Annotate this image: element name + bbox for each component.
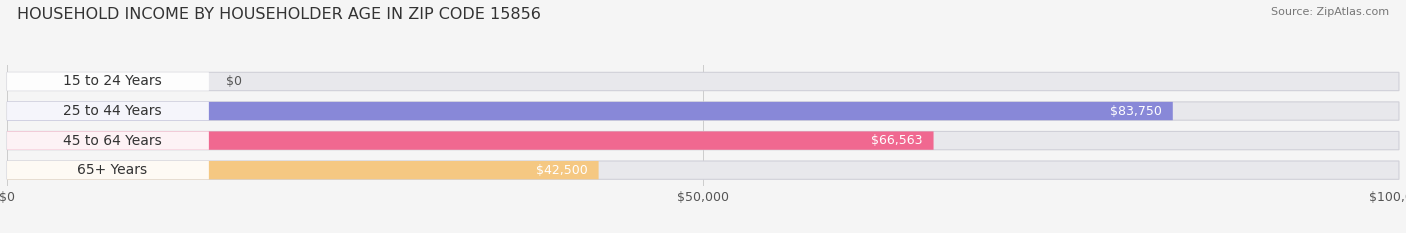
Text: Source: ZipAtlas.com: Source: ZipAtlas.com	[1271, 7, 1389, 17]
FancyBboxPatch shape	[7, 161, 1399, 179]
Text: HOUSEHOLD INCOME BY HOUSEHOLDER AGE IN ZIP CODE 15856: HOUSEHOLD INCOME BY HOUSEHOLDER AGE IN Z…	[17, 7, 541, 22]
FancyBboxPatch shape	[7, 72, 209, 91]
FancyBboxPatch shape	[7, 161, 209, 179]
Text: $0: $0	[225, 75, 242, 88]
FancyBboxPatch shape	[7, 72, 1399, 91]
FancyBboxPatch shape	[7, 102, 1399, 120]
Text: 65+ Years: 65+ Years	[77, 163, 148, 177]
Text: $83,750: $83,750	[1109, 105, 1161, 117]
FancyBboxPatch shape	[7, 102, 209, 120]
FancyBboxPatch shape	[7, 131, 209, 150]
Text: 15 to 24 Years: 15 to 24 Years	[63, 75, 162, 89]
FancyBboxPatch shape	[7, 161, 599, 179]
Text: $42,500: $42,500	[536, 164, 588, 177]
Text: $66,563: $66,563	[870, 134, 922, 147]
FancyBboxPatch shape	[7, 131, 934, 150]
Text: 25 to 44 Years: 25 to 44 Years	[63, 104, 162, 118]
FancyBboxPatch shape	[7, 131, 1399, 150]
Text: 45 to 64 Years: 45 to 64 Years	[63, 134, 162, 147]
FancyBboxPatch shape	[7, 102, 1173, 120]
